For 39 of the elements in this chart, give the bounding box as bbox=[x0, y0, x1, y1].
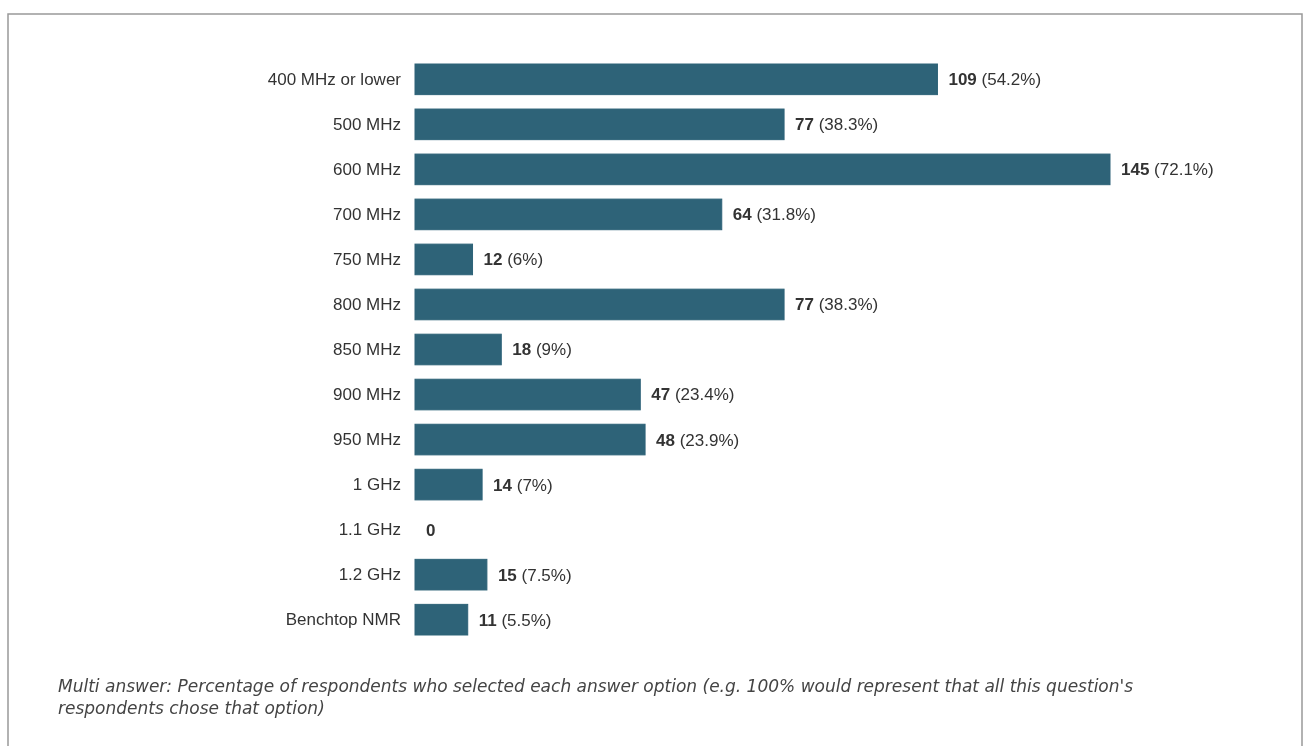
y-tick-label: 700 MHz bbox=[332, 204, 401, 224]
bar bbox=[414, 423, 646, 456]
bar bbox=[414, 153, 1111, 186]
bar bbox=[414, 243, 474, 276]
bar bbox=[414, 468, 483, 501]
text: Multi answer: Percentage of respondents who selected each answer option (e.g. 100% would represent that all this question's respondents chose that option) bbox=[58, 676, 1134, 719]
y-tick-label: 850 MHz bbox=[332, 339, 401, 359]
bar bbox=[414, 198, 723, 231]
y-tick-label: 900 MHz bbox=[332, 384, 401, 404]
y-tick-label: 950 MHz bbox=[332, 430, 401, 449]
data-label: 77 (38.3%) bbox=[795, 115, 879, 135]
y-tick-label: 750 MHz bbox=[332, 249, 401, 269]
bar bbox=[414, 63, 938, 96]
y-tick-label: 1.2 GHz bbox=[338, 565, 401, 585]
data-label: 18 (9%) bbox=[512, 340, 572, 360]
data-label: 11 (5.5%) bbox=[478, 610, 552, 630]
y-tick-label: 1.1 GHz bbox=[338, 520, 401, 540]
data-label: 109 (54.2%) bbox=[948, 70, 1042, 90]
bar bbox=[414, 603, 469, 636]
y-tick-label: 1 GHz bbox=[352, 475, 401, 495]
data-label: 47 (23.4%) bbox=[651, 385, 735, 405]
bar bbox=[414, 378, 641, 411]
data-label: 48 (23.9%) bbox=[656, 430, 740, 450]
y-tick-label: 600 MHz bbox=[332, 159, 401, 179]
y-tick-label: 800 MHz bbox=[332, 294, 401, 314]
bar bbox=[414, 333, 502, 366]
data-label: 64 (31.8%) bbox=[732, 205, 816, 225]
data-label: 15 (7.5%) bbox=[497, 565, 572, 585]
bar bbox=[414, 288, 785, 321]
bar bbox=[414, 108, 785, 141]
data-label: 77 (38.3%) bbox=[795, 295, 879, 315]
data-label: 0 bbox=[426, 520, 436, 540]
data-label: 145 (72.1%) bbox=[1121, 160, 1214, 180]
data-label: 12 (6%) bbox=[483, 250, 544, 270]
data-label: 14 (7%) bbox=[493, 475, 553, 495]
y-tick-label: Benchtop NMR bbox=[285, 610, 401, 630]
y-tick-label: 400 MHz or lower bbox=[267, 69, 402, 89]
bar bbox=[414, 558, 488, 591]
y-tick-label: 500 MHz bbox=[332, 114, 401, 134]
